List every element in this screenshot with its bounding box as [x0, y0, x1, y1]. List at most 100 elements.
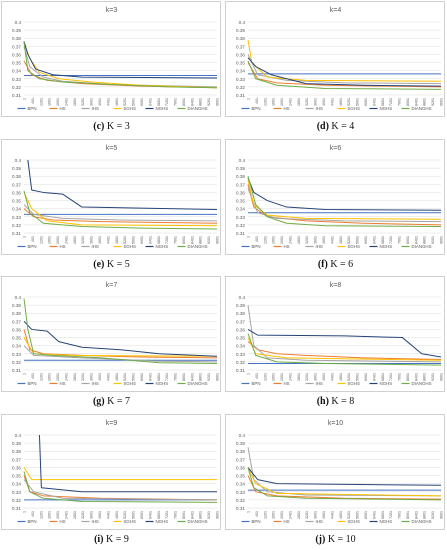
series-line-ihs	[23, 478, 218, 500]
series-line-dianghs	[247, 60, 442, 90]
x-tick-label: 2001	[280, 511, 284, 519]
y-tick-label: 0.37	[12, 182, 21, 187]
x-tick-label: 7601	[398, 511, 402, 519]
series-line-nghs	[247, 329, 442, 358]
x-tick-label: 9201	[431, 98, 435, 106]
x-tick-label: 3601	[90, 511, 94, 519]
y-tick-label: 0.36	[236, 52, 245, 57]
x-tick-label: 9601	[216, 98, 220, 106]
series-line-dianghs	[247, 333, 442, 366]
x-tick-label: 7601	[398, 236, 402, 244]
y-tick-label: 0.34	[236, 481, 245, 486]
series-line-dianghs	[247, 175, 442, 227]
legend-label: NGHS	[156, 106, 169, 111]
caption-text: K = 3	[104, 121, 130, 132]
y-tick-label: 0.36	[236, 327, 245, 332]
x-tick-label: 4401	[106, 511, 110, 519]
legend-label: NGHS	[380, 106, 393, 111]
x-tick-label: 401	[31, 236, 35, 242]
x-tick-label: 4401	[106, 98, 110, 106]
x-tick-label: 5601	[132, 236, 136, 244]
y-tick-label: 0.31	[236, 231, 245, 236]
legend-label: SGHS	[124, 244, 137, 249]
x-tick-label: 8001	[406, 236, 410, 244]
caption-tag: (d)	[316, 121, 329, 132]
chart-caption: (j) K = 10	[224, 534, 447, 545]
x-tick-label: 4001	[322, 236, 326, 244]
x-tick-label: 8801	[423, 236, 427, 244]
y-tick-label: 0.32	[236, 222, 245, 227]
legend-label: DIANGHS	[188, 244, 208, 249]
x-tick-label: 6401	[372, 511, 376, 519]
y-tick-label: 0.34	[12, 206, 21, 211]
y-tick-label: 0.34	[12, 69, 21, 74]
line-chart: k=5 0.4 0.39 0.38 0.37 0.36 0.35 0.34 0.33 0.32 0.…	[1, 138, 221, 255]
y-tick-label: 0.39	[12, 166, 21, 171]
x-tick-label: 4401	[330, 236, 334, 244]
x-tick-label: 1201	[263, 236, 267, 244]
x-tick-label: 1601	[48, 373, 52, 381]
x-tick-label: 1601	[272, 511, 276, 519]
x-tick-label: 1	[247, 236, 251, 238]
chart-frame	[225, 1, 445, 117]
y-tick-label: 0.37	[236, 182, 245, 187]
y-tick-label: 0.36	[236, 190, 245, 195]
x-tick-label: 2001	[280, 98, 284, 106]
series-line-nghs	[247, 177, 442, 211]
legend-label: HS	[284, 381, 290, 386]
x-tick-label: 1	[23, 236, 27, 238]
y-tick-label: 0.4	[15, 295, 22, 300]
x-tick-label: 3601	[90, 373, 94, 381]
legend-label: DIANGHS	[412, 381, 432, 386]
legend-label: DIANGHS	[188, 519, 208, 524]
x-tick-label: 401	[255, 511, 259, 517]
legend-label: IHS	[92, 381, 99, 386]
legend-label: DIANGHS	[412, 106, 432, 111]
x-tick-label: 5201	[123, 373, 127, 381]
x-tick-label: 9201	[207, 98, 211, 106]
legend-label: BPN	[28, 381, 37, 386]
x-tick-label: 4001	[98, 98, 102, 106]
x-tick-label: 8001	[182, 511, 186, 519]
x-tick-label: 8401	[414, 511, 418, 519]
legend-label: SGHS	[124, 381, 137, 386]
y-tick-label: 0.39	[12, 303, 21, 308]
x-tick-label: 7201	[389, 511, 393, 519]
legend-label: BPN	[252, 519, 261, 524]
x-tick-label: 8401	[414, 98, 418, 106]
x-tick-label: 2001	[56, 373, 60, 381]
y-tick-label: 0.33	[12, 352, 21, 357]
y-tick-label: 0.33	[236, 489, 245, 494]
legend-label: IHS	[92, 244, 99, 249]
caption-text: K = 6	[327, 258, 354, 270]
y-tick-label: 0.34	[236, 206, 245, 211]
x-tick-label: 3601	[90, 98, 94, 106]
chart-caption: (d) K = 4	[224, 121, 447, 132]
chart-title: k=4	[330, 7, 342, 14]
y-tick-label: 0.4	[239, 20, 246, 25]
x-tick-label: 1601	[48, 511, 52, 519]
series-line-hs	[247, 62, 442, 88]
x-tick-label: 2001	[56, 236, 60, 244]
x-tick-label: 7201	[165, 98, 169, 106]
x-tick-label: 2001	[56, 98, 60, 106]
x-tick-label: 6401	[148, 373, 152, 381]
x-tick-label: 401	[31, 98, 35, 104]
x-tick-label: 4801	[339, 511, 343, 519]
chart-title: k=3	[106, 7, 118, 14]
x-tick-label: 6001	[364, 511, 368, 519]
chart-panel: k=10 0.4 0.39 0.38 0.37 0.36 0.35 0.34 0.33 0.32 0…	[224, 413, 447, 550]
x-tick-label: 2401	[64, 511, 68, 519]
x-tick-label: 4401	[330, 511, 334, 519]
y-tick-label: 0.35	[236, 61, 245, 66]
x-tick-label: 7201	[389, 373, 393, 381]
x-tick-label: 5601	[132, 98, 136, 106]
x-tick-label: 6001	[140, 98, 144, 106]
x-tick-label: 5601	[132, 511, 136, 519]
caption-text: K = 7	[104, 396, 131, 407]
x-tick-label: 7201	[165, 511, 169, 519]
y-tick-label: 0.35	[12, 198, 21, 203]
series-line-dianghs	[23, 298, 218, 365]
x-tick-label: 1601	[48, 98, 52, 106]
